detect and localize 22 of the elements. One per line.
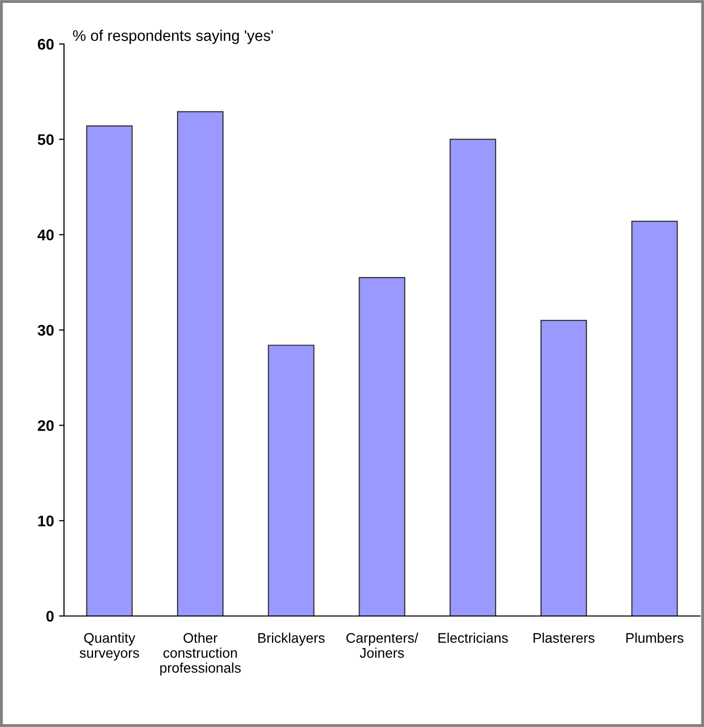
y-tick-label: 50 (38, 134, 54, 146)
bar (177, 111, 224, 616)
y-tick-label: 30 (38, 324, 54, 336)
bar (358, 277, 406, 616)
x-tick-label: Bricklayers (258, 632, 325, 646)
bar (450, 138, 496, 616)
x-tick-label: Plumbers (626, 632, 684, 643)
bar (268, 344, 314, 616)
x-tick-label: Plasterers (534, 632, 594, 643)
bar (631, 220, 678, 616)
y-tick-label: 0 (46, 610, 54, 622)
bar (86, 125, 133, 616)
bar (540, 320, 587, 616)
y-tick-label: 20 (38, 420, 54, 432)
y-axis-title: % of respondents saying 'yes' (73, 30, 273, 44)
x-tick-label: Quantity surveyors (80, 632, 140, 661)
x-tick-label: Carpenters/ Joiners (346, 632, 418, 658)
y-tick-label: 60 (38, 38, 54, 50)
x-tick-label: Other construction professionals (160, 632, 241, 676)
x-tick-label: Electricians (438, 632, 508, 643)
y-tick-label: 10 (38, 516, 54, 526)
y-tick-label: 40 (38, 230, 54, 240)
